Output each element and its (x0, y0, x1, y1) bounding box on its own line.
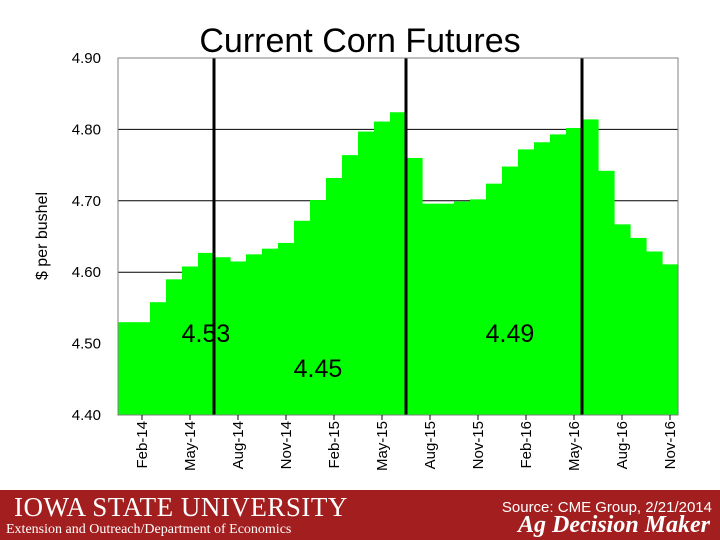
x-tick-label: Nov-16 (662, 421, 679, 469)
x-tick-label: Nov-15 (470, 421, 487, 469)
plot-area: 4.90 4.80 4.70 4.60 4.50 4.40 Feb-14 May-14 Aug-… (72, 50, 679, 471)
bar (630, 237, 647, 415)
x-tick-label: Aug-14 (230, 421, 247, 469)
bar (230, 261, 247, 415)
x-tick-label: Nov-14 (278, 421, 295, 469)
bar (406, 157, 423, 415)
y-tick-label: 4.50 (72, 336, 101, 353)
y-tick-label: 4.40 (72, 407, 101, 424)
annotation-label: 4.53 (182, 320, 231, 348)
y-axis-label: $ per bushel (34, 192, 51, 280)
bar (374, 121, 391, 416)
bar (294, 220, 311, 415)
bar (358, 131, 375, 416)
bar (534, 142, 551, 415)
bar (566, 127, 583, 416)
bar (166, 279, 183, 415)
y-tick-label: 4.90 (72, 50, 101, 67)
x-tick-label: Feb-15 (326, 421, 343, 469)
bar (614, 224, 631, 415)
bar (198, 252, 215, 415)
bar (214, 257, 231, 415)
department-text: Extension and Outreach/Department of Eco… (6, 522, 292, 537)
bar (150, 302, 167, 415)
annotation-label: 4.49 (486, 320, 535, 348)
y-tick-label: 4.70 (72, 193, 101, 210)
bar (262, 248, 279, 415)
bar (438, 203, 455, 415)
bar (646, 251, 663, 415)
bar (582, 119, 599, 416)
bar (342, 155, 359, 415)
bar (118, 322, 135, 415)
x-tick-label: Feb-14 (134, 421, 151, 469)
footer-bar (0, 490, 720, 540)
bar (518, 149, 535, 415)
y-tick-label: 4.60 (72, 264, 101, 281)
y-tick-label: 4.80 (72, 121, 101, 138)
bar (326, 177, 343, 415)
plot-frame (117, 57, 679, 416)
brand-logo: Ag Decision Maker (518, 512, 710, 538)
bar (454, 201, 471, 415)
bar (598, 170, 615, 415)
x-tick-label: May-14 (182, 421, 199, 471)
bar (134, 322, 151, 415)
bar (470, 199, 487, 415)
bar (662, 264, 679, 415)
bar (486, 183, 503, 415)
bar (422, 203, 439, 415)
bar (182, 266, 199, 415)
chart: Current Corn Futures $ per bushel 4.904.… (34, 22, 679, 471)
bar (246, 254, 263, 415)
bar (550, 134, 567, 415)
x-tick-label: Aug-16 (614, 421, 631, 469)
chart-title: Current Corn Futures (199, 22, 520, 60)
bar (390, 112, 407, 415)
x-tick-label: Feb-16 (518, 421, 535, 469)
bar (502, 166, 519, 415)
university-logo: IOWA STATE UNIVERSITY (14, 492, 348, 522)
x-tick-label: May-16 (566, 421, 583, 471)
x-tick-label: Aug-15 (422, 421, 439, 469)
x-tick-label: May-15 (374, 421, 391, 471)
bar (278, 242, 295, 415)
bar (310, 200, 327, 415)
annotation-label: 4.45 (294, 355, 343, 383)
source-text: Source: CME Group, 2/21/2014 (501, 499, 712, 516)
